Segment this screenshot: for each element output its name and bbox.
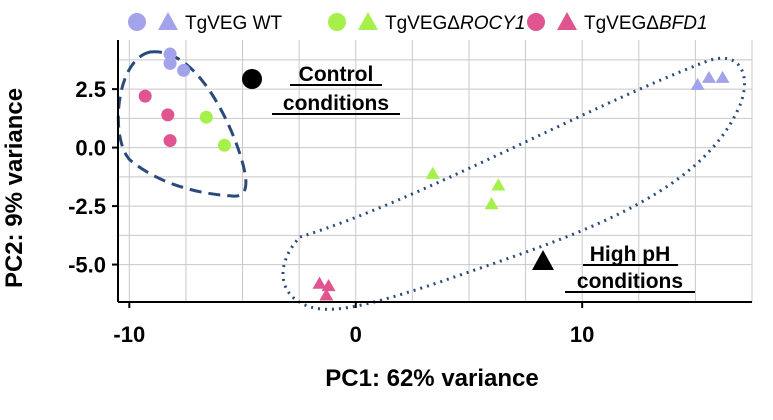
data-point-circle	[163, 134, 177, 148]
data-point-circle	[199, 110, 213, 124]
legend-triangle-marker	[557, 12, 577, 30]
data-points	[138, 47, 730, 301]
data-point-circle	[163, 56, 177, 70]
legend-circle-marker	[527, 13, 545, 31]
high-ph-label-line2: conditions	[577, 270, 683, 293]
data-point-circle	[161, 108, 175, 122]
data-point-triangle	[690, 77, 705, 90]
x-tick-label: 0	[350, 322, 362, 347]
tick-labels: -10 0 10 2.5 0.0 -2.5 -5.0	[68, 77, 594, 347]
high-ph-cluster-outline	[281, 56, 746, 311]
control-key-marker	[242, 69, 262, 89]
y-tick-label: 2.5	[75, 77, 106, 102]
data-point-triangle	[319, 288, 334, 301]
data-point-circle	[217, 138, 231, 152]
data-point-triangle	[491, 178, 506, 191]
data-point-triangle	[484, 197, 499, 210]
legend-label: TgVEGΔBFD1	[584, 13, 708, 34]
legend-triangle-marker	[158, 12, 178, 30]
x-tick-label: 10	[570, 322, 594, 347]
marker-key: Control conditions High pH conditions	[242, 63, 695, 293]
control-label-line1: Control	[299, 63, 374, 86]
control-label-line2: conditions	[283, 92, 389, 115]
legend-label: TgVEGΔROCY1	[385, 13, 525, 34]
high-ph-label-line1: High pH	[590, 243, 670, 266]
data-point-triangle	[321, 279, 336, 292]
data-point-triangle	[701, 70, 716, 83]
axes	[117, 40, 752, 303]
data-point-triangle	[312, 276, 327, 289]
data-point-circle	[163, 47, 177, 61]
x-axis-title: PC1: 62% variance	[325, 365, 538, 392]
data-point-circle	[177, 63, 191, 77]
data-point-triangle	[715, 70, 730, 83]
y-tick-label: -2.5	[68, 194, 106, 219]
data-point-circle	[138, 89, 152, 103]
data-point-triangle	[425, 166, 440, 179]
legend-circle-marker	[328, 13, 346, 31]
legend: TgVEG WT TgVEGΔROCY1 TgVEGΔBFD1	[128, 12, 708, 34]
y-axis-title: PC2: 9% variance	[1, 88, 28, 288]
legend-circle-marker	[128, 13, 146, 31]
legend-label: TgVEG WT	[185, 13, 283, 34]
high-ph-key-marker	[532, 250, 554, 270]
x-tick-label: -10	[113, 322, 145, 347]
y-tick-label: -5.0	[68, 253, 106, 278]
legend-triangle-marker	[358, 12, 378, 30]
y-tick-label: 0.0	[75, 136, 106, 161]
